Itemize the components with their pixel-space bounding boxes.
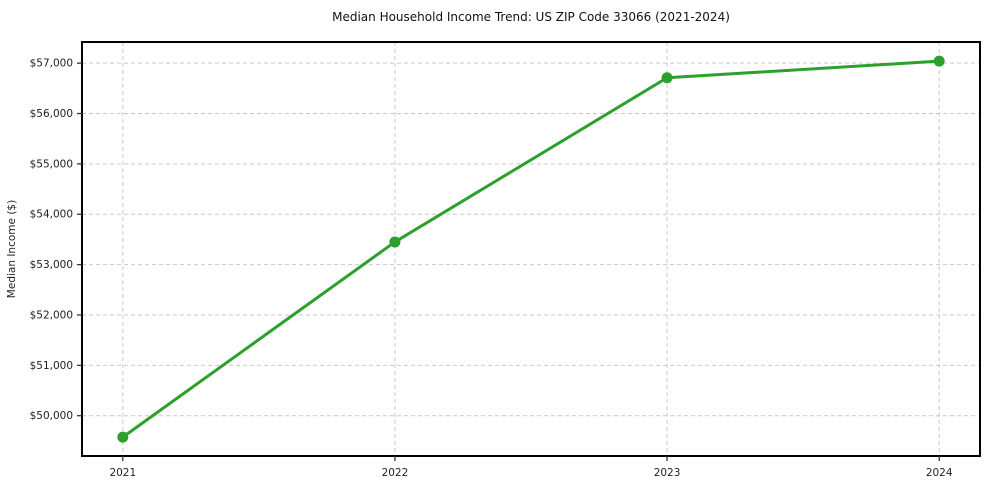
chart-title: Median Household Income Trend: US ZIP Co… [332,10,730,24]
x-tick-label: 2022 [382,467,409,479]
x-tick-label: 2021 [109,467,136,479]
y-tick-label: $53,000 [30,259,73,271]
x-tick-label: 2023 [654,467,681,479]
data-point-marker [117,431,129,443]
y-tick-label: $51,000 [30,360,73,372]
plot-border [81,41,981,457]
y-tick-label: $56,000 [30,108,73,120]
data-series [117,55,945,443]
y-tick-label: $57,000 [30,58,73,70]
y-tick-label: $52,000 [30,309,73,321]
y-axis-label: Median Income ($) [6,200,18,298]
y-tick-label: $55,000 [30,158,73,170]
data-point-marker [933,55,945,67]
data-point-marker [389,236,401,248]
gridlines [82,42,980,456]
y-tick-label: $54,000 [30,209,73,221]
x-tick-label: 2024 [926,467,953,479]
axis-ticks: $50,000 $51,000 $52,000 $53,000 $54,000 $55,0… [30,58,953,479]
data-point-marker [661,72,673,84]
trend-line [121,59,941,439]
y-tick-label: $50,000 [30,410,73,422]
